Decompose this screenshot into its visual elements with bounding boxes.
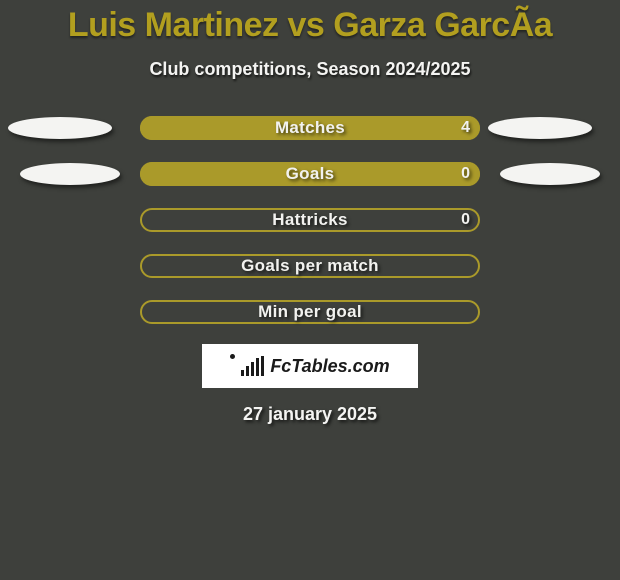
stat-label: Matches [140, 116, 480, 140]
stats-container: 4Matches 0Goals 0Hattricks Goals per match M… [0, 116, 620, 324]
stat-pill: Min per goal [140, 300, 480, 324]
left-weight-ellipse [20, 163, 120, 185]
stat-label: Goals per match [140, 254, 480, 278]
stat-label: Goals [140, 162, 480, 186]
stat-pill: 0Hattricks [140, 208, 480, 232]
page-subtitle: Club competitions, Season 2024/2025 [0, 59, 620, 80]
stat-row: Min per goal [0, 300, 620, 324]
logo-bars-icon [241, 356, 264, 376]
brand-text: FcTables.com [270, 356, 389, 377]
page-title: Luis Martinez vs Garza GarcÃ­a [0, 0, 620, 45]
comparison-card: Luis Martinez vs Garza GarcÃ­a Club comp… [0, 0, 620, 580]
stat-row: 0Hattricks [0, 208, 620, 232]
stat-pill: 4Matches [140, 116, 480, 140]
stat-row: Goals per match [0, 254, 620, 278]
stat-pill: Goals per match [140, 254, 480, 278]
logo-dot-icon [230, 354, 235, 359]
stat-row: 4Matches [0, 116, 620, 140]
left-weight-ellipse [8, 117, 112, 139]
right-weight-ellipse [488, 117, 592, 139]
stat-pill: 0Goals [140, 162, 480, 186]
stat-row: 0Goals [0, 162, 620, 186]
snapshot-date: 27 january 2025 [0, 404, 620, 425]
stat-label: Hattricks [140, 208, 480, 232]
brand-logo: FcTables.com [202, 344, 418, 388]
right-weight-ellipse [500, 163, 600, 185]
stat-label: Min per goal [140, 300, 480, 324]
